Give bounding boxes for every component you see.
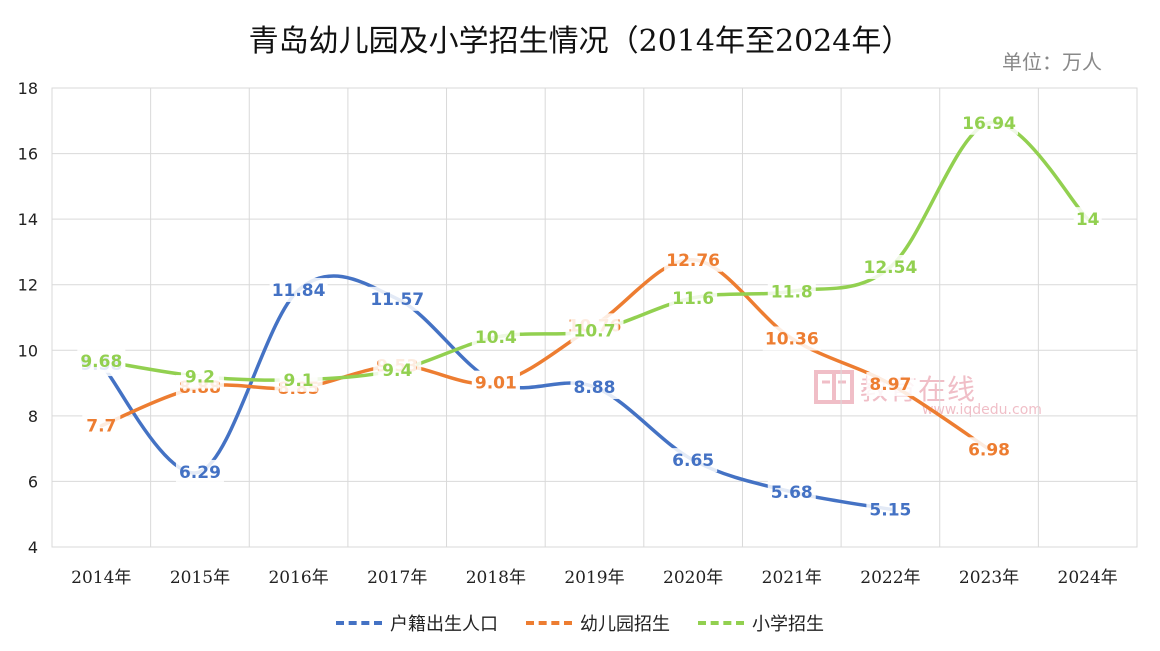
data-label: 5.68: [771, 483, 813, 503]
x-tick-label: 2015年: [170, 568, 230, 588]
data-label: 8.97: [869, 375, 911, 395]
data-label: 9.01: [475, 374, 517, 394]
data-label: 16.94: [962, 114, 1016, 134]
data-label-bg: [570, 375, 619, 400]
data-label: 10.7: [574, 322, 616, 342]
series-line-2: [99, 258, 991, 452]
x-tick-label: 2017年: [367, 568, 427, 588]
unit-label: 单位：万人: [1002, 50, 1102, 74]
data-label-bg: [866, 497, 915, 522]
y-tick-label: 10: [18, 341, 38, 360]
data-label: 9.68: [80, 352, 122, 372]
legend-swatch: [526, 621, 572, 625]
data-label-bg: [762, 326, 821, 351]
watermark-book-icon: [814, 370, 854, 404]
y-tick-label: 4: [28, 538, 38, 557]
y-tick-label: 6: [28, 472, 38, 491]
data-label-bg: [368, 286, 427, 311]
data-label-bg: [861, 255, 920, 280]
x-tick-label: 2024年: [1058, 568, 1118, 588]
watermark-url: www.iqdedu.com: [922, 402, 1042, 418]
x-tick-label: 2014年: [71, 568, 131, 588]
data-label: 7.7: [86, 417, 116, 437]
data-label: 6.65: [672, 451, 714, 471]
data-label: 12.54: [864, 258, 918, 278]
legend-label: 户籍出生人口: [390, 614, 498, 635]
data-label-bg: [471, 370, 520, 395]
x-tick-label: 2018年: [466, 568, 526, 588]
data-label-bg: [378, 357, 417, 382]
data-label-bg: [1073, 207, 1102, 232]
data-label-bg: [279, 367, 318, 392]
y-tick-label: 16: [18, 145, 38, 164]
data-label: 14: [1076, 210, 1100, 230]
x-tick-label: 2019年: [564, 568, 624, 588]
y-tick-label: 14: [18, 210, 38, 229]
data-label-bg: [965, 437, 1014, 462]
y-tick-label: 18: [18, 79, 38, 98]
y-axis-ticks: 4 6 8 10 12 14 16 18: [18, 79, 38, 557]
data-label: 5.15: [869, 500, 911, 520]
data-label-bg: [669, 448, 718, 473]
data-labels: 9.586.2911.8411.579.018.886.655.685.157.…: [77, 110, 1102, 522]
data-label: 11.8: [771, 282, 813, 302]
data-label-bg: [767, 479, 816, 504]
legend-swatch: [698, 621, 744, 625]
data-label-bg: [866, 372, 915, 397]
data-label: 9.2: [185, 368, 215, 388]
y-tick-label: 8: [28, 407, 38, 426]
x-axis-ticks: 2014年 2015年 2016年 2017年 2018年 2019年 2020年 2021年…: [71, 568, 1118, 588]
legend-item: 户籍出生人口: [336, 610, 498, 636]
data-label: 9.1: [284, 371, 314, 391]
x-tick-label: 2020年: [663, 568, 723, 588]
x-tick-label: 2022年: [860, 568, 920, 588]
data-label-bg: [570, 318, 619, 343]
legend-item: 小学招生: [698, 610, 824, 636]
data-label: 6.98: [968, 440, 1010, 460]
x-tick-label: 2016年: [268, 568, 328, 588]
grid: [51, 87, 1138, 548]
data-label-bg: [82, 413, 121, 438]
data-label: 11.6: [672, 289, 714, 309]
data-label-bg: [269, 277, 328, 302]
data-label: 10.4: [475, 328, 517, 348]
chart-title: 青岛幼儿园及小学招生情况（2014年至2024年）: [248, 24, 912, 59]
data-label-bg: [960, 110, 1019, 135]
data-label-bg: [471, 325, 520, 350]
data-label-bg: [180, 364, 219, 389]
data-label: 11.84: [272, 281, 326, 301]
legend: 户籍出生人口 幼儿园招生 小学招生: [0, 610, 1160, 636]
legend-swatch: [336, 621, 382, 625]
data-label: 11.57: [370, 290, 424, 310]
data-label: 12.76: [666, 251, 720, 271]
legend-item: 幼儿园招生: [526, 610, 670, 636]
legend-label: 幼儿园招生: [580, 614, 670, 635]
data-label: 10.36: [765, 329, 819, 349]
data-label-bg: [669, 285, 718, 310]
data-label: 9.4: [382, 361, 412, 381]
y-tick-label: 12: [18, 276, 38, 295]
x-tick-label: 2023年: [959, 568, 1019, 588]
data-label: 6.29: [179, 463, 221, 483]
data-label: 8.88: [574, 378, 616, 398]
x-tick-label: 2021年: [762, 568, 822, 588]
data-label-bg: [77, 348, 126, 373]
legend-label: 小学招生: [752, 614, 824, 635]
data-label-bg: [664, 247, 723, 272]
data-label-bg: [767, 279, 816, 304]
data-label-bg: [175, 459, 224, 484]
